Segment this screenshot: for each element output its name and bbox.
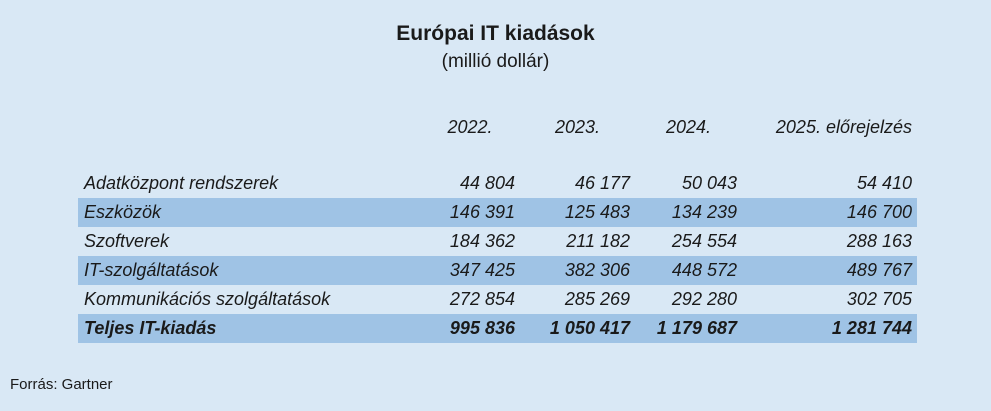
- column-header-2025-forecast: 2025. előrejelzés: [775, 117, 912, 137]
- table-row: Kommunikációs szolgáltatások 272 854 285 2…: [78, 285, 917, 314]
- value-cell: 448 572: [671, 260, 737, 280]
- table-row: Adatközpont rendszerek 44 804 46 177 50 043…: [78, 169, 917, 198]
- value-cell: 134 239: [671, 202, 737, 222]
- table-row: Eszközök 146 391 125 483 134 239 146 700: [78, 198, 917, 227]
- chart-subtitle: (millió dollár): [441, 51, 550, 72]
- row-label: Eszközök: [84, 202, 162, 222]
- value-cell: 995 836: [449, 318, 515, 338]
- value-cell: 288 163: [846, 231, 912, 251]
- row-label: Szoftverek: [84, 231, 170, 251]
- value-cell: 1 281 744: [831, 318, 912, 338]
- value-cell: 146 391: [449, 202, 515, 222]
- value-cell: 46 177: [574, 173, 630, 193]
- value-cell: 125 483: [564, 202, 630, 222]
- row-label: Teljes IT-kiadás: [84, 318, 217, 338]
- value-cell: 489 767: [846, 260, 912, 280]
- value-cell: 1 050 417: [549, 318, 630, 338]
- column-header-2024: 2024.: [665, 117, 712, 137]
- value-cell: 254 554: [671, 231, 737, 251]
- column-header-2023: 2023.: [554, 117, 601, 137]
- table-row: Szoftverek 184 362 211 182 254 554 288 163: [78, 227, 917, 256]
- row-label: Kommunikációs szolgáltatások: [84, 289, 331, 309]
- chart-title: Európai IT kiadások: [396, 22, 595, 45]
- value-cell: 347 425: [449, 260, 515, 280]
- it-spending-table: 2022. 2023. 2024. 2025. előrejelzés Adat…: [78, 112, 917, 343]
- row-label: IT-szolgáltatások: [84, 260, 219, 280]
- row-label: Adatközpont rendszerek: [84, 173, 279, 193]
- value-cell: 184 362: [449, 231, 515, 251]
- column-header-2022: 2022.: [447, 117, 493, 137]
- value-cell: 285 269: [564, 289, 630, 309]
- value-cell: 1 179 687: [656, 318, 737, 338]
- value-cell: 292 280: [671, 289, 737, 309]
- table-header-row: 2022. 2023. 2024. 2025. előrejelzés: [78, 112, 917, 142]
- value-cell: 272 854: [449, 289, 515, 309]
- table-row: Teljes IT-kiadás 995 836 1 050 417 1 179 68…: [78, 314, 917, 343]
- value-cell: 50 043: [681, 173, 737, 193]
- value-cell: 54 410: [856, 173, 912, 193]
- value-cell: 302 705: [846, 289, 912, 309]
- table-body: Adatközpont rendszerek 44 804 46 177 50 043…: [78, 169, 917, 343]
- table-row: IT-szolgáltatások 347 425 382 306 448 572 48…: [78, 256, 917, 285]
- value-cell: 211 182: [566, 231, 630, 251]
- value-cell: 146 700: [846, 202, 912, 222]
- source-note: Forrás: Gartner: [10, 376, 113, 393]
- value-cell: 44 804: [459, 173, 515, 193]
- value-cell: 382 306: [564, 260, 630, 280]
